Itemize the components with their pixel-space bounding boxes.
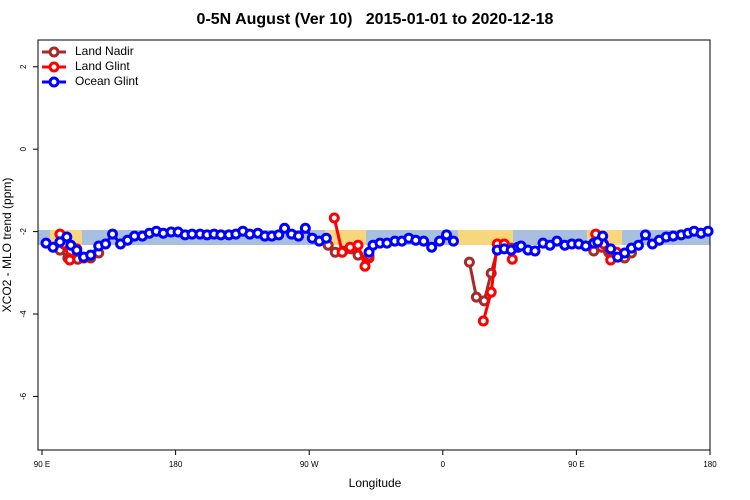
point — [328, 212, 340, 224]
point — [71, 244, 83, 256]
point — [551, 235, 563, 247]
point — [441, 229, 453, 241]
series — [54, 212, 623, 327]
point — [597, 230, 609, 242]
point — [336, 246, 348, 258]
point — [279, 222, 291, 234]
y-tick-label: -6 — [19, 392, 28, 400]
legend-marker — [48, 61, 60, 73]
y-axis-label: XCO2 - MLO trend (ppm) — [0, 178, 14, 313]
point — [506, 253, 518, 265]
point — [434, 235, 446, 247]
chart-title: 0-5N August (Ver 10) 2015-01-01 to 2020-… — [197, 11, 554, 28]
legend-marker — [48, 76, 60, 88]
legend-label: Ocean Glint — [75, 74, 139, 88]
point — [359, 260, 371, 272]
point — [299, 222, 311, 234]
point — [352, 239, 364, 251]
x-tick-label: 0 — [441, 460, 446, 469]
point — [619, 247, 631, 259]
point — [320, 232, 332, 244]
x-tick-label: 90 E — [34, 460, 50, 469]
legend-marker — [48, 46, 60, 58]
legend-label: Land Glint — [75, 59, 130, 73]
x-axis-label: Longitude — [349, 476, 402, 490]
y-tick-label: 0 — [19, 146, 28, 151]
plot-frame — [37, 39, 711, 451]
point — [485, 286, 497, 298]
series — [40, 222, 714, 263]
point — [47, 241, 59, 253]
point — [61, 231, 73, 243]
point — [54, 236, 66, 248]
x-tick-label: 180 — [703, 460, 717, 469]
point — [639, 229, 651, 241]
point — [273, 229, 285, 241]
point — [100, 238, 112, 250]
point — [632, 239, 644, 251]
y-tick-label: -4 — [19, 310, 28, 318]
point — [477, 315, 489, 327]
point — [107, 228, 119, 240]
point — [605, 243, 617, 255]
point — [418, 235, 430, 247]
point — [702, 225, 714, 237]
point — [447, 235, 459, 247]
point — [529, 245, 541, 257]
y-tick-label: 2 — [19, 64, 28, 69]
x-tick-label: 90 E — [568, 460, 584, 469]
y-tick-label: -2 — [19, 228, 28, 236]
legend-label: Land Nadir — [75, 44, 134, 58]
point — [64, 254, 76, 266]
x-tick-label: 90 W — [300, 460, 319, 469]
point — [293, 230, 305, 242]
point — [463, 256, 475, 268]
point — [85, 249, 97, 261]
x-tick-label: 180 — [169, 460, 183, 469]
point — [426, 241, 438, 253]
